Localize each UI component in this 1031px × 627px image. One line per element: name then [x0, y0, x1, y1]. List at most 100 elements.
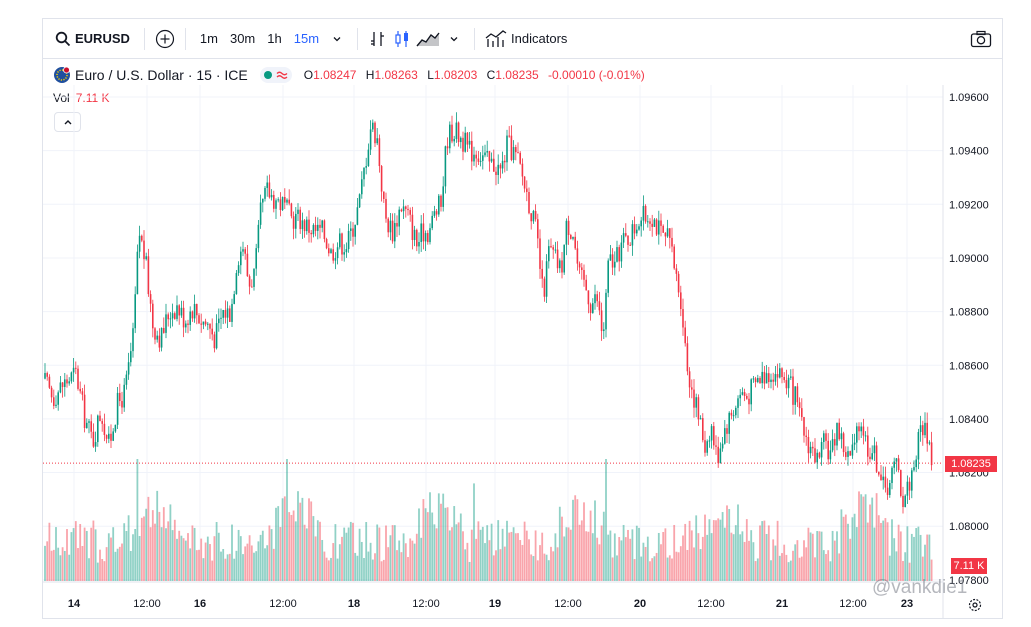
camera-icon[interactable]	[969, 27, 993, 51]
candle-body	[64, 379, 66, 387]
candle-body	[592, 303, 594, 313]
candle-body	[479, 160, 482, 162]
volume-bar	[244, 546, 247, 581]
candle-body	[468, 140, 471, 145]
volume-bar	[765, 533, 768, 581]
candle-body	[609, 254, 612, 261]
candle-body	[669, 228, 671, 238]
candles-icon[interactable]	[390, 27, 414, 51]
top-toolbar: EURUSD 1m 30m 1h 15m Indicators	[43, 19, 1002, 59]
volume-bar	[92, 520, 95, 581]
volume-bar	[783, 544, 786, 581]
candle-body	[842, 433, 845, 453]
candle-body	[695, 397, 697, 408]
volume-bar	[908, 562, 911, 581]
candle-body	[752, 378, 755, 380]
candle-body	[809, 446, 812, 454]
volume-bar	[629, 538, 632, 581]
price-chart[interactable]: 1.09600 1.09400 1.09200 1.09000 1.08800 1.086…	[43, 85, 1003, 618]
candle-body	[138, 235, 141, 252]
candle-body	[572, 236, 574, 239]
candle-body	[917, 432, 920, 460]
volume-bar	[682, 535, 684, 581]
candle-body	[68, 381, 70, 384]
price-tick-label: 1.08000	[949, 521, 989, 533]
volume-bar	[363, 557, 365, 581]
volume-bar	[103, 561, 106, 581]
candle-body	[376, 138, 378, 144]
volume-bar	[204, 542, 207, 581]
volume-bar	[917, 526, 920, 581]
symbol-title[interactable]: Euro / U.S. Dollar · 15 · ICE	[75, 67, 248, 83]
volume-value: 7.11 K	[75, 91, 110, 105]
candle-body	[438, 195, 440, 215]
candle-body	[103, 423, 106, 435]
high-label: H	[365, 68, 375, 82]
candle-body	[600, 310, 603, 332]
candle-body	[266, 182, 268, 188]
volume-bar	[72, 528, 75, 581]
candle-body	[794, 386, 796, 405]
area-chart-icon[interactable]	[414, 27, 442, 51]
interval-15m[interactable]: 15m	[293, 31, 320, 46]
chevron-down-icon[interactable]	[325, 27, 349, 51]
time-tick-label: 20	[634, 598, 646, 610]
volume-bar	[715, 520, 717, 581]
volume-bar	[268, 525, 271, 581]
symbol-search-button[interactable]: EURUSD	[55, 19, 130, 58]
volume-bar	[561, 516, 563, 581]
volume-bar	[420, 537, 423, 581]
volume-bar	[613, 533, 616, 581]
candle-body	[387, 218, 389, 233]
volume-bar	[224, 558, 227, 581]
candle-body	[433, 211, 436, 216]
candle-body	[301, 220, 304, 230]
candle-body	[816, 452, 818, 463]
interval-30m[interactable]: 30m	[229, 31, 256, 46]
interval-1m[interactable]: 1m	[199, 31, 218, 46]
gear-icon[interactable]	[968, 598, 982, 612]
volume-bar	[796, 540, 799, 581]
candle-body	[565, 220, 568, 245]
candle-body	[680, 292, 682, 310]
volume-bar	[145, 508, 148, 581]
volume-bar	[662, 531, 665, 581]
volume-bar	[574, 495, 577, 581]
volume-bar	[858, 491, 860, 581]
bar-chart-icon[interactable]	[366, 27, 390, 51]
volume-bar	[695, 515, 698, 581]
volume-bar	[275, 507, 277, 581]
candle-body	[116, 392, 119, 425]
volume-bar	[140, 517, 143, 581]
volume-bar	[910, 533, 913, 581]
candle-body	[288, 199, 290, 204]
candle-body	[501, 160, 504, 169]
volume-bar	[149, 527, 152, 581]
volume-bar	[79, 523, 82, 581]
chevron-down-icon[interactable]	[442, 27, 466, 51]
candle-body	[882, 476, 884, 481]
candle-body	[675, 268, 678, 274]
volume-bar	[127, 515, 130, 581]
volume-bar	[778, 555, 781, 581]
interval-1h[interactable]: 1h	[267, 31, 282, 46]
candle-body	[290, 203, 293, 217]
candle-body	[273, 194, 275, 209]
volume-bar	[853, 513, 856, 581]
candle-body	[202, 321, 205, 325]
candle-body	[262, 198, 264, 203]
volume-bar	[455, 524, 458, 581]
candle-body	[94, 442, 97, 447]
candle-body	[224, 310, 227, 318]
candle-body	[143, 240, 145, 260]
indicators-button[interactable]: Indicators	[485, 19, 567, 58]
volume-bar	[253, 552, 255, 581]
volume-bar	[580, 520, 583, 581]
market-status-badge[interactable]	[259, 67, 292, 83]
volume-bar	[264, 548, 266, 581]
volume-bar	[369, 542, 372, 581]
volume-bar	[640, 556, 643, 581]
add-symbol-icon[interactable]	[153, 27, 177, 51]
volume-bar	[349, 521, 352, 581]
candle-body	[424, 233, 427, 242]
